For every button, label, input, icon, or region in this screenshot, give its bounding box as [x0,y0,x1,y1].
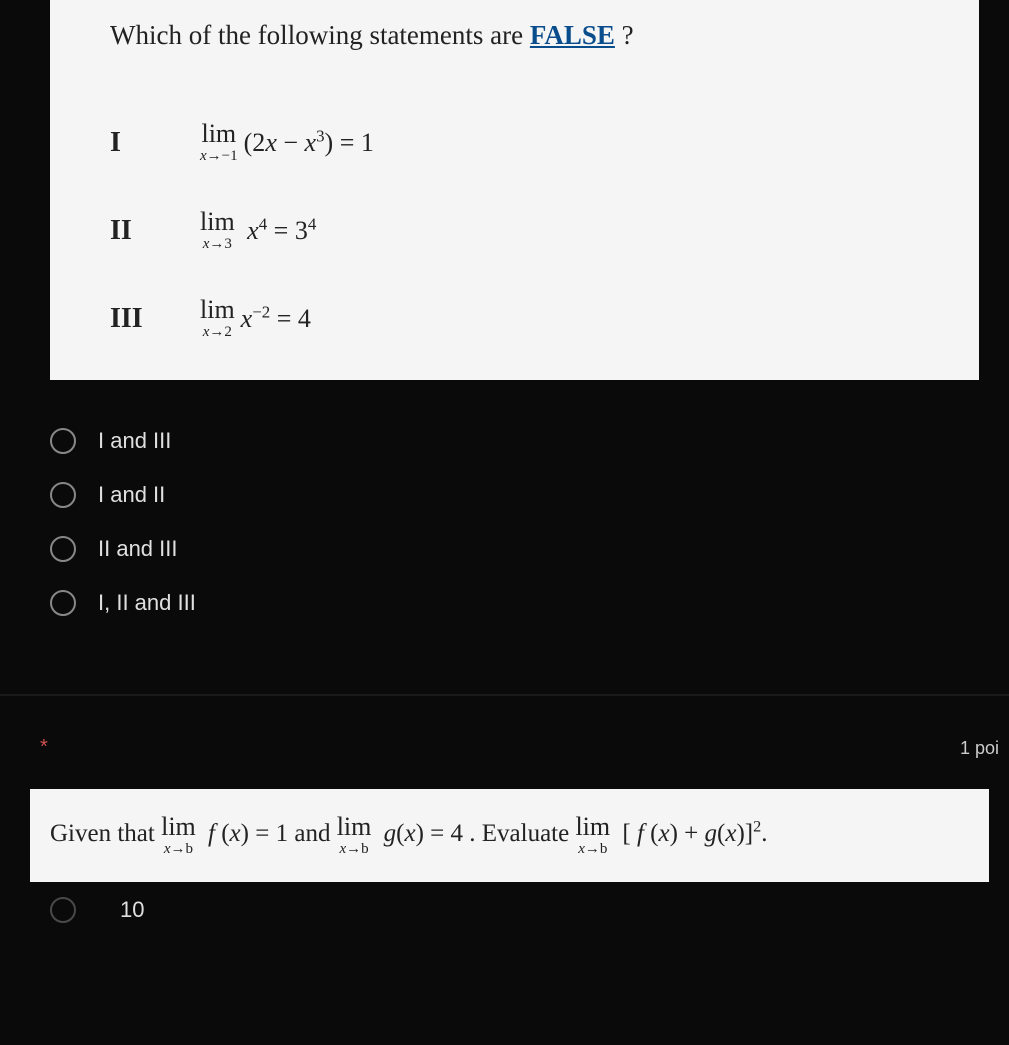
q2-text: . Evaluate [469,820,575,847]
radio-icon [50,897,76,923]
statement-math: lim x→−1 (2x − x3) = 1 [200,121,374,164]
statement-math: lim x→2 x−2 = 4 [200,297,311,340]
statement-1: I lim x→−1 (2x − x3) = 1 [110,121,949,164]
limit-notation: limx→b [161,814,202,857]
radio-icon [50,536,76,562]
option-label: I and III [98,428,171,454]
prompt-emphasis: FALSE [530,20,615,50]
q2-text: f (x) = 1 [208,820,288,847]
question2-option-1[interactable]: 10 [0,882,1009,923]
statement-math: lim x→3 x4 = 34 [200,209,316,252]
question-divider [0,694,1009,696]
question2-card: Given that limx→b f (x) = 1 and limx→b g… [30,789,989,882]
limit-notation: lim x→3 [200,209,235,252]
q2-text: and [294,820,336,847]
radio-icon [50,428,76,454]
q2-text: g(x) = 4 [384,820,463,847]
options-group: I and III I and II II and III I, II and … [0,380,1009,664]
question2-header: * 1 poi [0,706,1009,779]
statement-label: II [110,215,200,247]
limit-notation: limx→b [575,814,616,857]
statement-label: III [110,303,200,335]
points-label: 1 poi [960,738,999,759]
limit-notation: limx→b [337,814,378,857]
option-label: I and II [98,482,165,508]
radio-icon [50,590,76,616]
question-card: Which of the following statements are FA… [50,0,979,380]
question-prompt: Which of the following statements are FA… [110,20,949,51]
prompt-prefix: Which of the following statements are [110,20,530,50]
statement-expr: x−2 = 4 [241,304,311,334]
statement-expr: x4 = 34 [241,216,317,246]
statement-3: III lim x→2 x−2 = 4 [110,297,949,340]
q2-text: [ f (x) + g(x)]2 [622,820,761,847]
radio-icon [50,482,76,508]
limit-notation: lim x→2 [200,297,235,340]
option-label: I, II and III [98,590,196,616]
prompt-suffix: ? [615,20,634,50]
required-marker: * [40,736,48,759]
option-label: 10 [120,897,144,923]
option-3[interactable]: II and III [50,536,979,562]
q2-text: . [761,820,767,847]
option-4[interactable]: I, II and III [50,590,979,616]
statement-2: II lim x→3 x4 = 34 [110,209,949,252]
statement-expr: (2x − x3) = 1 [244,128,374,158]
option-1[interactable]: I and III [50,428,979,454]
limit-notation: lim x→−1 [200,121,238,164]
q2-text: Given that [50,820,161,847]
option-label: II and III [98,536,178,562]
option-2[interactable]: I and II [50,482,979,508]
statement-label: I [110,127,200,159]
